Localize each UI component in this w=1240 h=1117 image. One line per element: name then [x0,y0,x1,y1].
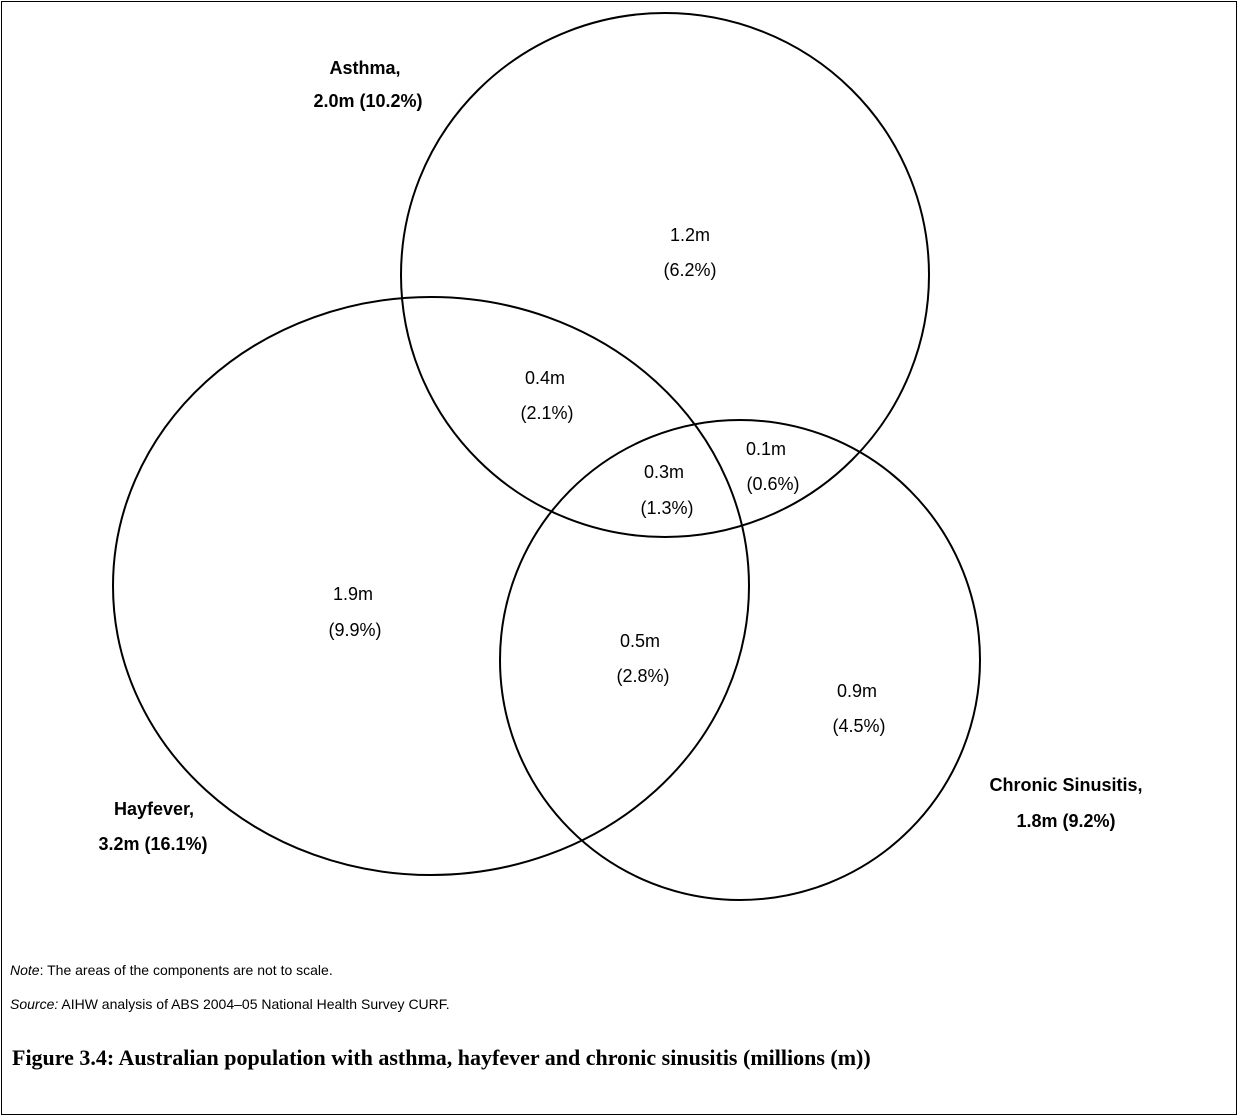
sinusitis-circle [499,419,981,901]
asthma-hayfever-pct: (2.1%) [520,403,573,423]
sinusitis-only-value: 0.9m [837,681,877,701]
asthma-hayfever-value: 0.4m [525,368,565,388]
sinusitis-label-name: Chronic Sinusitis, [989,775,1142,795]
asthma-circle [400,12,930,538]
note-label: Note [10,962,40,978]
note-text: Note: The areas of the components are no… [10,962,333,978]
hayfever-only-value: 1.9m [333,584,373,604]
hayfever-label-value: 3.2m (16.1%) [98,834,207,854]
hayfever-label-name: Hayfever, [114,799,194,819]
all-three-value: 0.3m [644,462,684,482]
hayfever-sinusitis-value: 0.5m [620,631,660,651]
asthma-sinusitis-pct: (0.6%) [746,474,799,494]
source-body: AIHW analysis of ABS 2004–05 National He… [58,996,450,1012]
sinusitis-label-value: 1.8m (9.2%) [1016,811,1115,831]
asthma-label-name: Asthma, [329,58,400,78]
note-body: : The areas of the components are not to… [39,962,333,978]
sinusitis-only-pct: (4.5%) [832,716,885,736]
asthma-sinusitis-value: 0.1m [746,439,786,459]
asthma-only-value: 1.2m [670,225,710,245]
source-label: Source: [10,996,59,1012]
asthma-only-pct: (6.2%) [663,260,716,280]
figure-caption: Figure 3.4: Australian population with a… [12,1045,871,1070]
hayfever-circle [112,296,750,876]
hayfever-sinusitis-pct: (2.8%) [616,666,669,686]
all-three-pct: (1.3%) [640,498,693,518]
source-text: Source: AIHW analysis of ABS 2004–05 Nat… [10,996,450,1012]
hayfever-only-pct: (9.9%) [328,620,381,640]
asthma-label-value: 2.0m (10.2%) [313,91,422,111]
